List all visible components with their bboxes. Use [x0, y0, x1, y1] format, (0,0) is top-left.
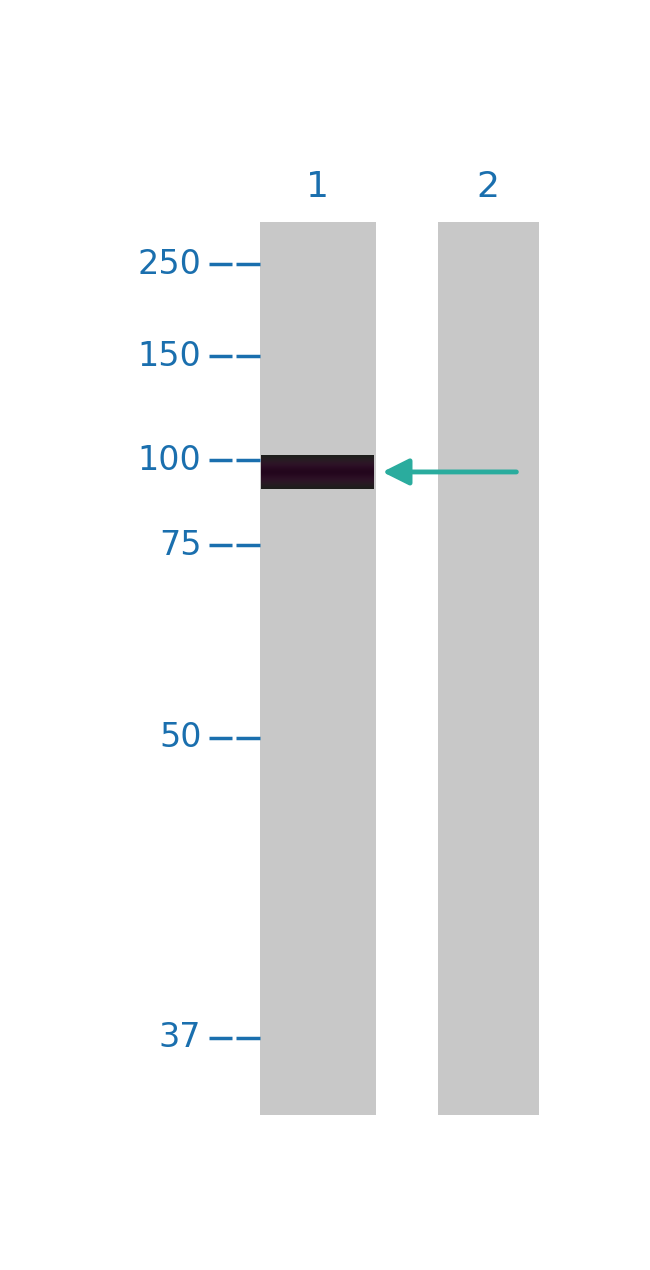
- Text: 250: 250: [138, 248, 202, 281]
- Text: 100: 100: [138, 444, 202, 478]
- Bar: [437, 222, 538, 1115]
- Text: 1: 1: [306, 170, 329, 204]
- Text: 37: 37: [159, 1021, 202, 1054]
- Bar: [259, 222, 376, 1115]
- Text: 150: 150: [138, 340, 202, 373]
- Text: 2: 2: [476, 170, 500, 204]
- Text: 75: 75: [159, 528, 202, 561]
- Text: 50: 50: [159, 721, 202, 754]
